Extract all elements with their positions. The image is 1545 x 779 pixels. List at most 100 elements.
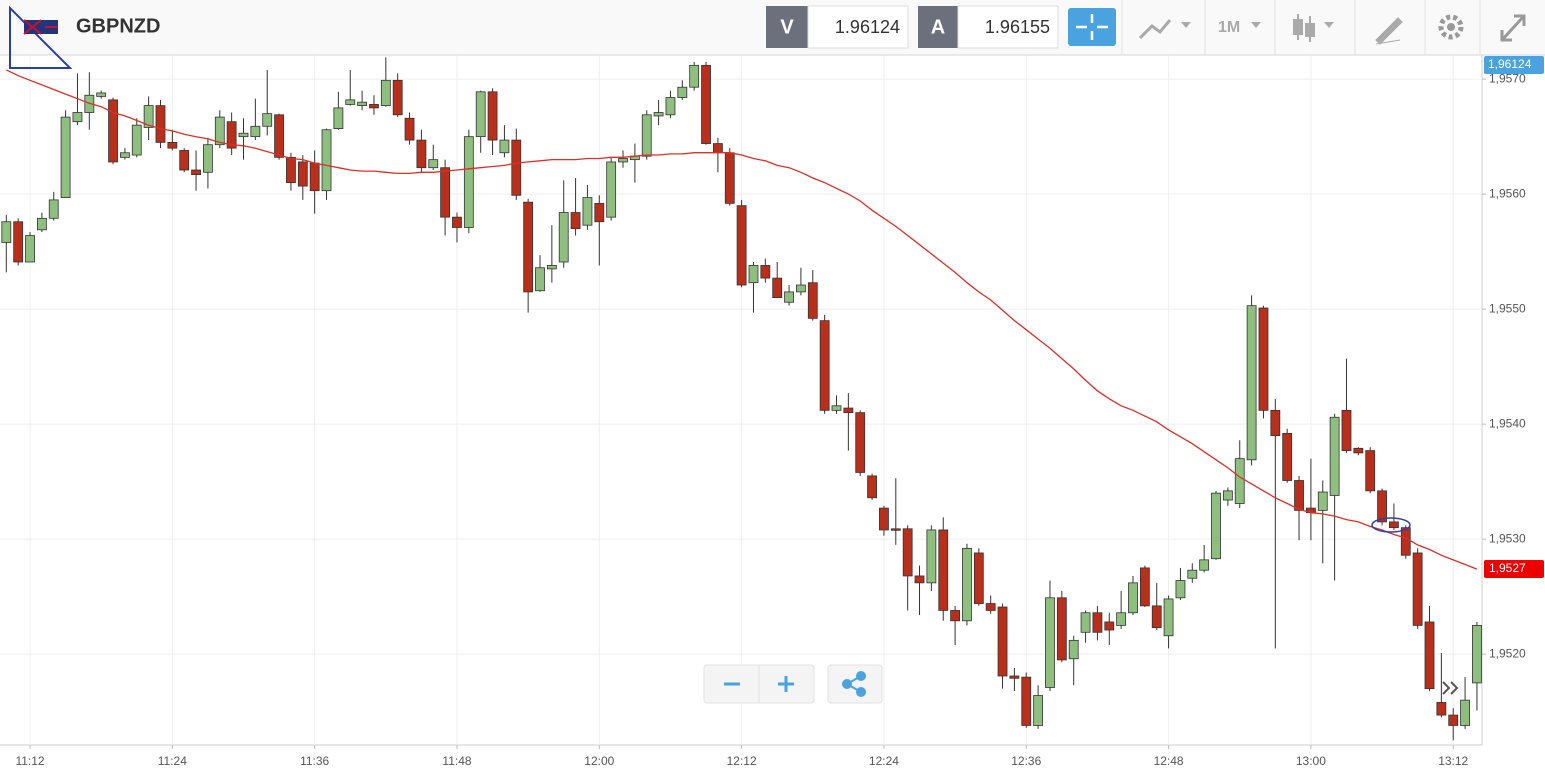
plot-area: 1,9520 1,9530 1,9540 1,9550 1,9560 1,9570 11:1… xyxy=(0,55,1544,768)
candle-body xyxy=(1400,527,1411,556)
candle-body xyxy=(962,547,972,622)
candle-body xyxy=(724,152,735,204)
candle-body xyxy=(1234,458,1245,504)
chart-type-icon[interactable] xyxy=(1138,19,1172,40)
zoom-in[interactable] xyxy=(778,676,794,692)
candle-body xyxy=(855,412,866,473)
candle-body xyxy=(677,86,688,98)
candle-body xyxy=(1270,409,1281,437)
crosshair-button[interactable] xyxy=(1068,8,1116,46)
share-icon xyxy=(842,671,866,697)
candle-body xyxy=(926,529,937,584)
fullscreen-icon[interactable] xyxy=(1500,14,1526,42)
candle-body xyxy=(819,320,830,411)
timeframe[interactable]: 1M xyxy=(1218,19,1240,36)
candle-body xyxy=(1021,676,1032,726)
candle-body xyxy=(748,265,759,284)
candle-body xyxy=(618,158,628,163)
sell-price-box[interactable] xyxy=(807,5,909,49)
candle-body xyxy=(1163,598,1174,637)
flag-cross xyxy=(23,19,58,35)
candle-body xyxy=(772,277,783,299)
candle-body xyxy=(357,101,368,107)
settings-icon[interactable] xyxy=(1438,14,1464,40)
candle-body xyxy=(1104,621,1115,631)
candle-body xyxy=(1116,612,1127,626)
candle-body xyxy=(985,603,996,611)
candle-body xyxy=(380,79,391,107)
candle-body xyxy=(1,221,12,243)
candle-body xyxy=(1448,714,1459,726)
sell-price: 1.96124 xyxy=(835,17,900,37)
candle-body xyxy=(594,202,605,223)
candle-body xyxy=(48,199,59,219)
buy-price-box[interactable] xyxy=(957,5,1059,49)
candle-body xyxy=(796,284,806,293)
candle-body xyxy=(369,104,379,109)
candle-body xyxy=(155,105,166,143)
settings-hub xyxy=(1447,23,1455,31)
y-tick-label: 1,9570 xyxy=(1489,71,1526,85)
candle-body xyxy=(345,99,356,105)
candle-body xyxy=(1045,597,1055,688)
sell-button[interactable] xyxy=(766,6,808,48)
candle-body xyxy=(1436,702,1447,716)
candle-body xyxy=(902,528,913,577)
candle-body xyxy=(416,139,427,169)
candle-body xyxy=(475,91,486,138)
candle-body xyxy=(72,112,83,123)
current-price-label: 1,96124 xyxy=(1488,57,1532,71)
candle-body xyxy=(36,217,47,231)
candles-icon[interactable] xyxy=(1293,14,1315,42)
candle-body xyxy=(1389,521,1399,529)
dropdown-arrow xyxy=(1181,22,1191,28)
x-tick-label: 12:24 xyxy=(869,754,899,768)
candle-body xyxy=(131,124,142,156)
candle-body xyxy=(463,136,474,228)
draw-icon[interactable] xyxy=(1375,17,1403,45)
candle-body xyxy=(262,113,273,127)
candle-body xyxy=(1175,580,1186,599)
flag-icon xyxy=(24,20,58,34)
y-tick-label: 1,9520 xyxy=(1489,646,1526,660)
candle-body xyxy=(1377,490,1387,523)
x-tick-label: 12:48 xyxy=(1154,754,1184,768)
share-button[interactable] xyxy=(827,664,883,704)
candle-body xyxy=(1080,612,1091,633)
dropdown-arrow xyxy=(1251,22,1261,28)
candle-body xyxy=(214,116,225,146)
candle-body xyxy=(120,152,130,158)
candle-body xyxy=(807,282,818,319)
ma-price-label: 1,9527 xyxy=(1489,561,1526,575)
candle-body xyxy=(238,132,249,138)
candle-body xyxy=(25,235,35,263)
scroll-to-end[interactable] xyxy=(1442,681,1459,695)
y-tick-label: 1,9560 xyxy=(1489,186,1526,200)
candle-body xyxy=(831,405,842,411)
buy-button[interactable] xyxy=(918,6,958,48)
candle-body xyxy=(203,144,213,173)
candle-body xyxy=(653,112,664,117)
candle-body xyxy=(582,197,593,226)
candle-body xyxy=(535,267,545,292)
candle-body xyxy=(546,265,557,270)
candle-body xyxy=(689,64,700,88)
candle-body xyxy=(440,167,451,218)
candle-body xyxy=(1009,675,1020,679)
candle-body xyxy=(1187,569,1198,579)
candle-body xyxy=(167,141,178,149)
candle-body xyxy=(997,606,1008,677)
candle-body xyxy=(1424,621,1435,690)
candle-body xyxy=(1056,597,1067,661)
candle-body xyxy=(558,212,569,263)
candle-body xyxy=(1329,416,1340,496)
candle-body xyxy=(250,125,261,138)
candle-body xyxy=(1222,490,1233,501)
candle-body xyxy=(867,475,877,499)
candle-body xyxy=(879,507,889,531)
x-tick-label: 13:00 xyxy=(1296,754,1326,768)
candle-body xyxy=(713,143,723,154)
candle-body xyxy=(309,162,320,192)
candle-body xyxy=(1211,492,1221,560)
y-tick-label: 1,9540 xyxy=(1489,416,1526,430)
